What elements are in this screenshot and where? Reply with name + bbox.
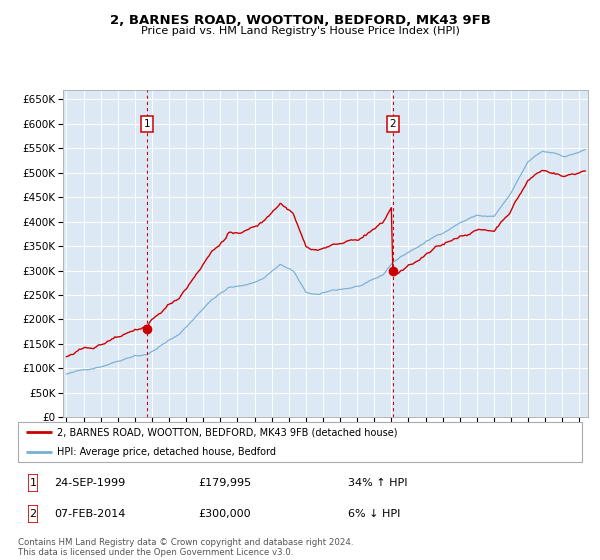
Text: 34% ↑ HPI: 34% ↑ HPI bbox=[348, 478, 407, 488]
Text: Contains HM Land Registry data © Crown copyright and database right 2024.
This d: Contains HM Land Registry data © Crown c… bbox=[18, 538, 353, 557]
Text: 24-SEP-1999: 24-SEP-1999 bbox=[54, 478, 125, 488]
Text: HPI: Average price, detached house, Bedford: HPI: Average price, detached house, Bedf… bbox=[58, 446, 277, 456]
Text: 6% ↓ HPI: 6% ↓ HPI bbox=[348, 509, 400, 519]
Text: 1: 1 bbox=[144, 119, 151, 129]
FancyBboxPatch shape bbox=[28, 474, 38, 492]
Text: 2, BARNES ROAD, WOOTTON, BEDFORD, MK43 9FB (detached house): 2, BARNES ROAD, WOOTTON, BEDFORD, MK43 9… bbox=[58, 427, 398, 437]
FancyBboxPatch shape bbox=[28, 505, 38, 523]
FancyBboxPatch shape bbox=[18, 422, 582, 462]
Text: 07-FEB-2014: 07-FEB-2014 bbox=[54, 509, 125, 519]
Text: 1: 1 bbox=[29, 478, 37, 488]
Text: 2: 2 bbox=[390, 119, 397, 129]
Text: £300,000: £300,000 bbox=[198, 509, 251, 519]
Text: 2, BARNES ROAD, WOOTTON, BEDFORD, MK43 9FB: 2, BARNES ROAD, WOOTTON, BEDFORD, MK43 9… bbox=[110, 14, 490, 27]
Text: Price paid vs. HM Land Registry's House Price Index (HPI): Price paid vs. HM Land Registry's House … bbox=[140, 26, 460, 36]
Text: £179,995: £179,995 bbox=[198, 478, 251, 488]
Text: 2: 2 bbox=[29, 509, 37, 519]
